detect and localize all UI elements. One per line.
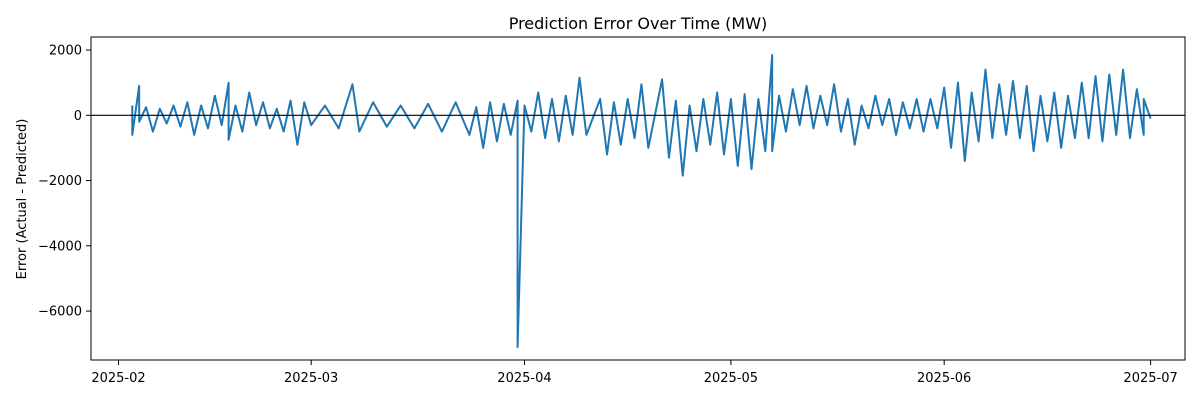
x-tick-label: 2025-03 — [284, 371, 338, 386]
x-tick-label: 2025-02 — [91, 371, 145, 386]
axis-ticks: 2025-02 2025-03 2025-04 2025-05 2025-06 2025-… — [38, 44, 1178, 386]
y-tick-label: −6000 — [38, 305, 82, 320]
y-tick-label: −2000 — [38, 174, 82, 189]
x-tick-label: 2025-06 — [917, 371, 971, 386]
chart-title: Prediction Error Over Time (MW) — [509, 14, 768, 33]
y-tick-label: 0 — [74, 109, 82, 124]
y-axis-label: Error (Actual - Predicted) — [15, 119, 30, 280]
x-tick-label: 2025-04 — [497, 371, 551, 386]
y-tick-label: 2000 — [49, 44, 82, 59]
y-tick-label: −4000 — [38, 239, 82, 254]
x-tick-label: 2025-05 — [704, 371, 758, 386]
x-tick-label: 2025-07 — [1123, 371, 1177, 386]
plot-area — [91, 53, 1185, 348]
plot-frame — [90, 36, 1186, 361]
